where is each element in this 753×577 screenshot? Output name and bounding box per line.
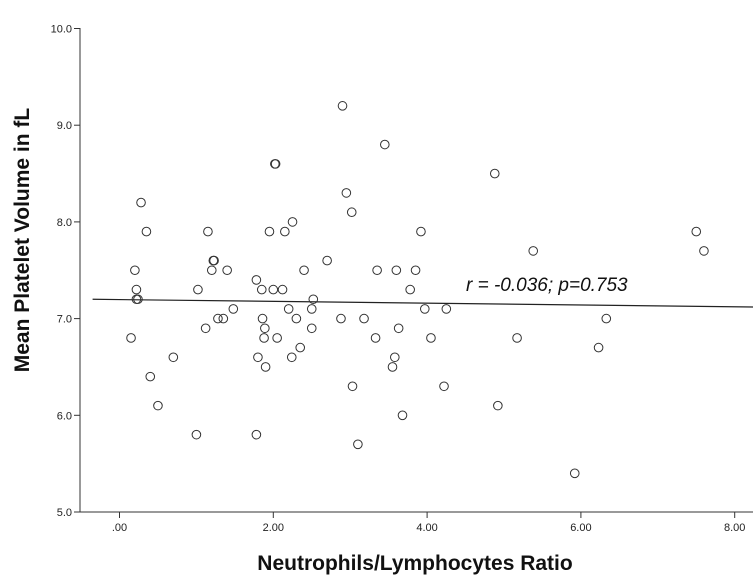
plot-area: [80, 0, 753, 515]
data-point: [346, 207, 357, 218]
data-point: [270, 159, 281, 169]
data-point: [283, 304, 294, 314]
data-point: [419, 304, 430, 314]
data-point: [131, 284, 142, 295]
data-point: [264, 226, 275, 237]
data-point: [306, 323, 317, 334]
data-point: [206, 265, 217, 276]
data-point: [251, 275, 262, 285]
data-point: [439, 381, 449, 392]
data-point: [512, 333, 522, 343]
data-point: [426, 333, 436, 343]
data-point: [295, 342, 306, 353]
y-tick-label: 10.0: [51, 24, 72, 36]
y-tick-label: 6.0: [57, 410, 72, 422]
data-point: [257, 313, 268, 324]
data-point: [218, 313, 229, 324]
data-point: [337, 101, 348, 111]
data-point: [145, 371, 156, 382]
data-point: [391, 265, 402, 276]
x-tick-label: .00: [112, 522, 127, 534]
y-tick-label: 9.0: [57, 120, 72, 132]
data-point: [168, 352, 179, 363]
x-tick-label: 4.00: [416, 522, 437, 534]
data-point: [322, 255, 332, 266]
data-point: [126, 333, 136, 343]
data-point: [397, 410, 408, 421]
y-tick-label: 8.0: [57, 217, 72, 229]
data-point: [133, 294, 143, 305]
data-point: [410, 265, 421, 276]
data-point: [390, 352, 400, 363]
data-point: [593, 342, 604, 353]
data-point: [209, 255, 219, 266]
data-point: [380, 139, 390, 150]
data-point: [370, 333, 381, 343]
data-point: [141, 226, 152, 237]
data-point: [308, 294, 319, 305]
data-point: [200, 323, 211, 334]
data-point: [691, 226, 702, 237]
data-point: [287, 217, 298, 227]
data-point: [277, 284, 288, 295]
y-tick-label: 5.0: [57, 507, 72, 519]
data-point: [228, 304, 239, 314]
data-point: [601, 313, 612, 324]
data-point: [353, 439, 363, 450]
data-point: [153, 400, 163, 411]
data-point: [222, 265, 232, 276]
data-point: [280, 226, 290, 237]
data-point: [268, 284, 279, 295]
data-point: [336, 313, 346, 324]
data-point: [528, 246, 539, 256]
data-point: [130, 265, 140, 276]
data-point: [193, 284, 203, 295]
data-point: [393, 323, 404, 334]
data-point: [372, 265, 382, 276]
data-point: [387, 362, 398, 372]
data-point: [699, 246, 709, 256]
data-point: [359, 313, 369, 324]
data-point: [256, 284, 267, 295]
data-point: [260, 362, 271, 372]
data-point: [272, 333, 282, 343]
x-axis-title: Neutrophils/Lymphocytes Ratio: [257, 552, 572, 575]
data-point: [347, 381, 358, 392]
data-point: [569, 468, 580, 479]
data-points: [126, 101, 709, 479]
x-tick-label: 6.00: [570, 522, 591, 534]
y-tick-label: 7.0: [57, 314, 72, 326]
y-axis-title: Mean Platelet Volume in fL: [11, 108, 34, 373]
data-point: [253, 352, 263, 363]
data-point: [213, 313, 223, 324]
data-point: [341, 188, 352, 198]
data-point: [191, 429, 202, 440]
data-point: [286, 352, 297, 363]
x-tick-label: 2.00: [263, 522, 284, 534]
data-point: [489, 168, 500, 179]
data-point: [306, 304, 317, 314]
data-point: [416, 226, 426, 237]
data-point: [136, 197, 146, 208]
data-point: [405, 284, 415, 295]
data-point: [299, 265, 309, 276]
data-point: [441, 304, 452, 314]
data-point: [259, 333, 269, 343]
data-point: [291, 313, 302, 324]
regression-line: [92, 298, 753, 308]
y-axis-ticks: 5.0 6.0 7.0 8.0 9.0 10.0: [51, 24, 80, 519]
data-point: [493, 400, 503, 411]
data-point: [203, 226, 213, 237]
data-point: [260, 323, 270, 334]
x-axis-ticks: .00 2.00 4.00 6.00 8.00: [112, 512, 745, 534]
correlation-annotation: r = -0.036; p=0.753: [466, 275, 628, 296]
data-point: [251, 429, 262, 440]
x-tick-label: 8.00: [724, 522, 745, 534]
